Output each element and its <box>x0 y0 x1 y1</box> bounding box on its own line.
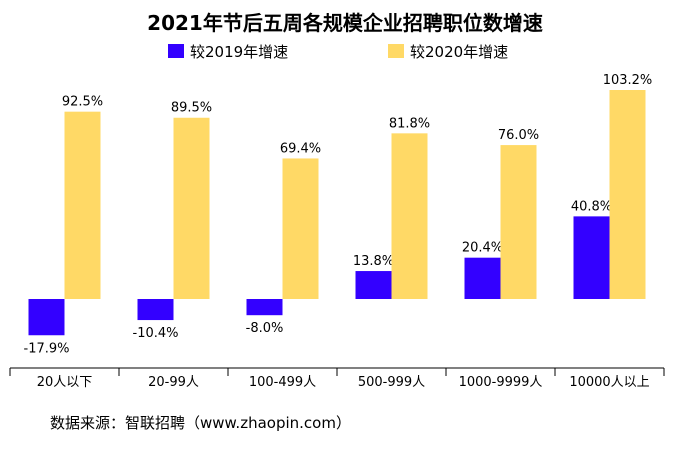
data-label: 69.4% <box>280 141 321 156</box>
x-axis-labels: 20人以下 20-99人 100-499人 500-999人 1000-9999人 100… <box>9 368 665 390</box>
bar <box>246 299 283 316</box>
bar <box>282 158 319 299</box>
bar <box>609 90 646 299</box>
legend: 较2019年增速 较2020年增速 <box>168 43 508 61</box>
bar <box>137 299 174 321</box>
data-label: -10.4% <box>133 326 179 341</box>
data-label: 103.2% <box>603 73 653 88</box>
x-tick-label: 10000人以上 <box>569 375 649 390</box>
x-tick-label: 100-499人 <box>249 375 316 390</box>
plot-area: -17.9% 92.5% -10.4% 89.5% -8.0% 69.4% 13.8% 81.… <box>24 73 653 356</box>
x-tick-label: 500-999人 <box>358 375 425 390</box>
bar <box>573 216 610 299</box>
legend-swatch-series-1 <box>168 44 184 58</box>
bar <box>500 145 537 299</box>
source-note: 数据来源：智联招聘（www.zhaopin.com） <box>50 414 351 432</box>
data-label: 40.8% <box>571 199 612 214</box>
data-label: 92.5% <box>62 95 103 110</box>
legend-label-series-2: 较2020年增速 <box>410 43 508 61</box>
bar <box>355 271 392 299</box>
bar <box>28 299 65 336</box>
bar <box>464 257 501 299</box>
data-label: 81.8% <box>389 116 430 131</box>
bar <box>173 117 210 300</box>
x-tick-label: 20人以下 <box>37 375 93 390</box>
legend-label-series-1: 较2019年增速 <box>190 43 288 61</box>
chart-title: 2021年节后五周各规模企业招聘职位数增速 <box>147 11 543 35</box>
data-label: 89.5% <box>171 101 212 116</box>
data-label: 13.8% <box>353 254 394 269</box>
x-tick-label: 20-99人 <box>148 375 199 390</box>
legend-swatch-series-2 <box>388 44 404 58</box>
data-label: -8.0% <box>246 321 284 336</box>
data-label: -17.9% <box>24 341 70 356</box>
data-label: 20.4% <box>462 241 503 256</box>
data-label: 76.0% <box>498 128 539 143</box>
bar <box>391 133 428 299</box>
x-tick-label: 1000-9999人 <box>459 375 543 390</box>
bar <box>64 111 101 299</box>
